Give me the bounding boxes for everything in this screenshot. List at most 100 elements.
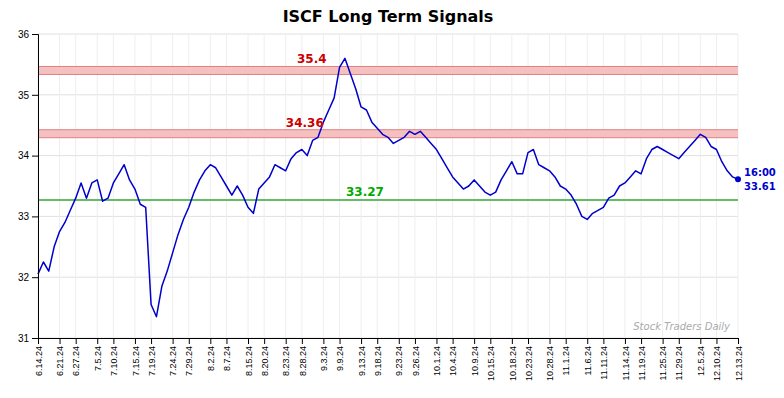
grid-line: [414, 34, 415, 338]
tick: 7.29.24: [184, 338, 194, 376]
tick-label: 9.18.24: [373, 346, 383, 376]
tick-label: 9.26.24: [411, 346, 421, 376]
tick-mark: [286, 338, 287, 344]
grid-line: [678, 34, 679, 338]
grid-line: [38, 94, 738, 95]
tick-label: 10.15.24: [486, 346, 496, 381]
grid-line: [565, 34, 566, 338]
grid-line: [264, 34, 265, 338]
end-time: 16:00: [744, 167, 776, 178]
tick-mark: [210, 338, 211, 344]
tick-mark: [151, 338, 152, 344]
tick: 11.1.24: [561, 338, 571, 375]
grid-line: [474, 34, 475, 338]
tick: 11.25.24: [658, 338, 668, 380]
tick-mark: [377, 338, 378, 344]
tick-label: 11.19.24: [637, 346, 647, 380]
tick-label: 9.23.24: [394, 346, 404, 376]
tick-mark: [566, 338, 567, 344]
tick-label: 6.21.24: [55, 346, 65, 376]
tick: 8.15.24: [244, 338, 254, 376]
grid-line: [210, 34, 211, 338]
tick: 9.9.24: [335, 338, 345, 371]
tick: 10.23.24: [524, 338, 534, 381]
tick: 36: [18, 29, 38, 40]
tick-mark: [603, 338, 604, 344]
tick-mark: [453, 338, 454, 344]
axis-line: [39, 339, 739, 345]
axis-line: [32, 35, 39, 339]
tick-mark: [679, 338, 680, 344]
tick-label: 8.28.24: [297, 346, 307, 376]
tick-mark: [32, 34, 38, 35]
grid-line: [248, 34, 249, 338]
grid-line: [700, 34, 701, 338]
tick: 8.7.24: [222, 338, 232, 371]
reference-line: [38, 199, 738, 201]
grid-line: [172, 34, 173, 338]
tick-mark: [436, 338, 437, 344]
tick: 11.14.24: [621, 338, 631, 380]
tick-mark: [587, 338, 588, 344]
grid-line: [59, 34, 60, 338]
tick: 12.5.24: [696, 338, 706, 376]
tick-mark: [716, 338, 717, 344]
tick-label: 10.18.24: [507, 346, 517, 381]
tick: 34: [18, 150, 38, 161]
tick-label: 7.15.24: [131, 346, 141, 376]
tick-mark: [361, 338, 362, 344]
tick: 7.5.24: [93, 338, 103, 371]
tick: 8.23.24: [281, 338, 291, 376]
tick-mark: [76, 338, 77, 344]
tick-label: 6.27.24: [71, 346, 81, 376]
tick: 10.18.24: [507, 338, 517, 381]
tick-mark: [415, 338, 416, 344]
tick-label: 8.7.24: [222, 346, 232, 371]
tick: 11.11.24: [599, 338, 609, 380]
tick-mark: [32, 216, 38, 217]
grid-line: [38, 34, 738, 35]
y-axis: 313233343536: [18, 29, 39, 344]
reference-label: 34.36: [286, 116, 324, 130]
grid-line: [134, 34, 135, 338]
tick-label: 7.19.24: [147, 346, 157, 376]
reference-label: 33.27: [346, 185, 384, 199]
tick-label: 10.1.24: [432, 346, 442, 376]
end-value: 33.61: [744, 181, 776, 192]
tick: 31: [18, 333, 38, 344]
tick: 11.6.24: [583, 338, 593, 375]
end-dot: [735, 176, 741, 182]
tick: 10.4.24: [448, 338, 458, 376]
tick-label: 12.5.24: [696, 346, 706, 376]
tick-mark: [248, 338, 249, 344]
tick-mark: [302, 338, 303, 344]
tick: 7.15.24: [131, 338, 141, 376]
grid-line: [323, 34, 324, 338]
grid-line: [301, 34, 302, 338]
tick: 12.13.24: [734, 338, 744, 381]
price-line: [38, 58, 738, 316]
tick-label: 8.15.24: [244, 346, 254, 376]
tick: 32: [18, 272, 38, 283]
tick-label: 6.14.24: [34, 346, 44, 376]
tick: 9.23.24: [394, 338, 404, 376]
grid-line: [398, 34, 399, 338]
tick-mark: [512, 338, 513, 344]
grid-line: [511, 34, 512, 338]
grid-line: [490, 34, 491, 338]
grid-line: [528, 34, 529, 338]
tick-label: 8.2.24: [206, 346, 216, 371]
tick-mark: [97, 338, 98, 344]
tick-mark: [264, 338, 265, 344]
annotations: 35.434.3633.2716:0033.61Stock Traders Da…: [286, 52, 776, 332]
tick-label: 11.25.24: [658, 346, 668, 380]
tick-label: 12.13.24: [734, 346, 744, 381]
tick-mark: [32, 156, 38, 157]
tick: 10.15.24: [486, 338, 496, 381]
tick-label: 9.9.24: [335, 346, 345, 371]
tick-label: 11.11.24: [599, 346, 609, 380]
grid-line: [716, 34, 717, 338]
tick-mark: [474, 338, 475, 344]
tick-label: 31: [18, 333, 30, 344]
tick-mark: [113, 338, 114, 344]
